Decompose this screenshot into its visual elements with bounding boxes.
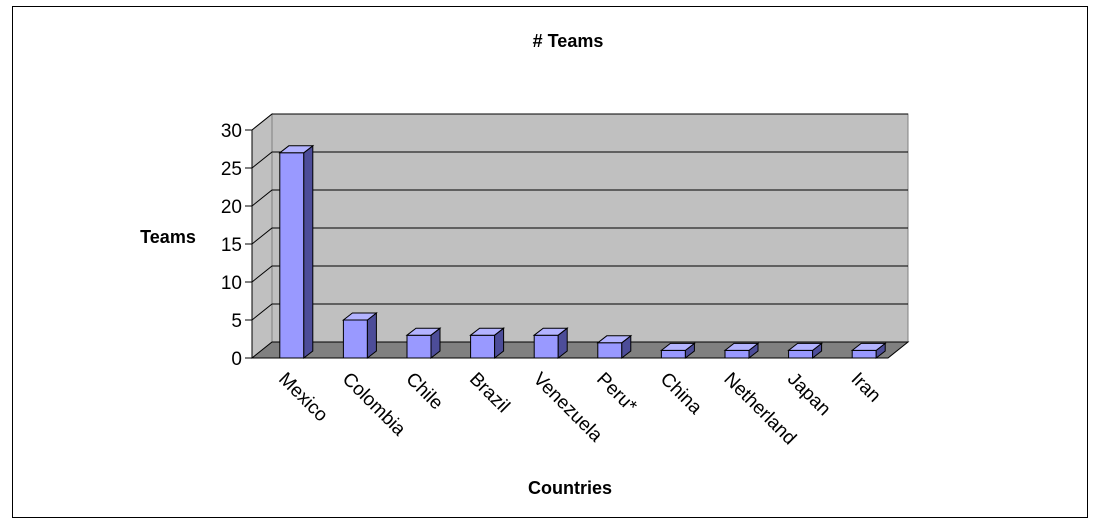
x-category-label: Brazil bbox=[465, 369, 513, 417]
y-tick-label: 30 bbox=[221, 121, 242, 142]
bar-top bbox=[405, 327, 442, 336]
bar-front bbox=[470, 334, 496, 359]
bar-front bbox=[724, 349, 750, 359]
bar bbox=[278, 144, 315, 360]
chart-title: # Teams bbox=[533, 31, 604, 51]
bar-side bbox=[303, 144, 314, 360]
x-category-label: Mexico bbox=[274, 369, 331, 426]
x-category-label: Japan bbox=[783, 369, 834, 420]
bar-top bbox=[532, 327, 569, 336]
bar-top bbox=[723, 342, 760, 351]
bar-top bbox=[596, 335, 633, 344]
bar bbox=[659, 342, 696, 360]
bar bbox=[341, 311, 378, 360]
y-tick-label: 15 bbox=[221, 235, 242, 256]
x-category-label: Iran bbox=[847, 369, 885, 407]
bar-front bbox=[851, 349, 877, 359]
x-category-label: China bbox=[656, 369, 706, 419]
y-tick-label: 10 bbox=[221, 273, 242, 294]
y-tick-label: 5 bbox=[231, 311, 242, 332]
bar-top bbox=[787, 342, 824, 351]
bar bbox=[787, 342, 824, 360]
y-tick-label: 25 bbox=[221, 159, 242, 180]
bar-front bbox=[660, 349, 686, 359]
bar-front bbox=[597, 342, 623, 359]
bar-front bbox=[279, 152, 305, 359]
bar-top bbox=[469, 327, 506, 336]
bar-top bbox=[850, 342, 887, 351]
y-tick-label: 20 bbox=[221, 197, 242, 218]
bar-front bbox=[533, 334, 559, 359]
bar-front bbox=[342, 319, 368, 359]
bar-top bbox=[278, 145, 315, 154]
bar-top bbox=[659, 342, 696, 351]
bar-front bbox=[788, 349, 814, 359]
gridline bbox=[251, 151, 908, 169]
bar bbox=[723, 342, 760, 360]
bar bbox=[850, 342, 887, 360]
gridline bbox=[251, 227, 908, 245]
gridline bbox=[251, 265, 908, 283]
bar bbox=[596, 334, 633, 360]
gridline bbox=[251, 189, 908, 207]
bar-side bbox=[366, 311, 377, 360]
bar bbox=[469, 327, 506, 360]
bar-front bbox=[406, 334, 432, 359]
gridline bbox=[251, 113, 908, 131]
y-tick-label: 0 bbox=[231, 349, 242, 370]
x-axis-title: Countries bbox=[528, 478, 612, 498]
y-axis-title: Teams bbox=[140, 227, 196, 247]
x-category-label: Colombia bbox=[338, 369, 410, 441]
bar-top bbox=[341, 312, 378, 321]
gridline bbox=[251, 303, 908, 321]
x-category-label: Peru* bbox=[592, 369, 641, 418]
bar bbox=[532, 327, 569, 360]
x-category-label: Chile bbox=[401, 369, 446, 414]
bar bbox=[405, 327, 442, 360]
